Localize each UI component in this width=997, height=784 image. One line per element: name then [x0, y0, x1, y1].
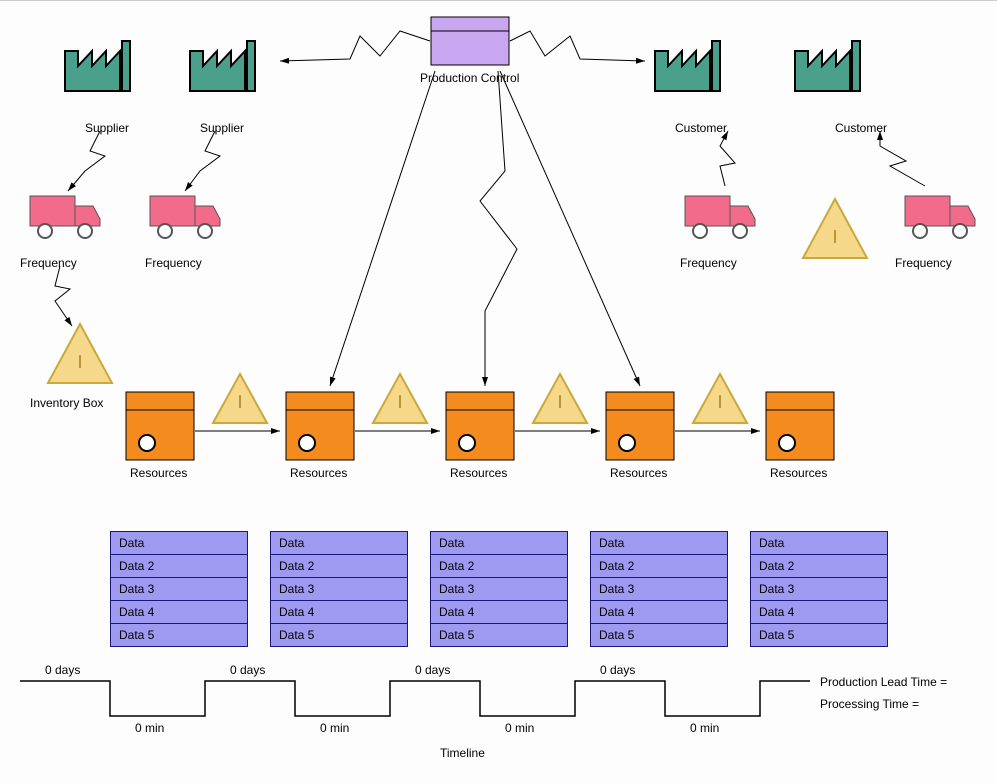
processing-time-label: Processing Time = — [820, 697, 919, 711]
timeline-path — [0, 1, 997, 784]
vsm-canvas: Production Control Supplier Supplier Cus… — [0, 0, 997, 781]
timeline-title: Timeline — [440, 746, 485, 760]
production-lead-time-label: Production Lead Time = — [820, 675, 947, 689]
